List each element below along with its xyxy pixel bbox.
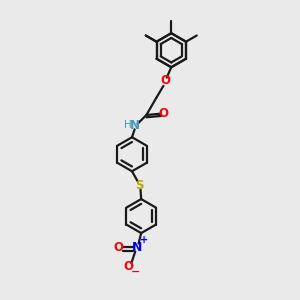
Text: N: N <box>131 241 142 254</box>
Text: H: H <box>124 121 131 130</box>
Text: O: O <box>114 241 124 254</box>
Text: S: S <box>136 178 144 191</box>
Text: O: O <box>158 107 168 120</box>
Text: N: N <box>130 119 140 132</box>
Text: +: + <box>140 235 148 245</box>
Text: O: O <box>160 74 170 88</box>
Text: −: − <box>130 267 140 278</box>
Text: O: O <box>124 260 134 273</box>
